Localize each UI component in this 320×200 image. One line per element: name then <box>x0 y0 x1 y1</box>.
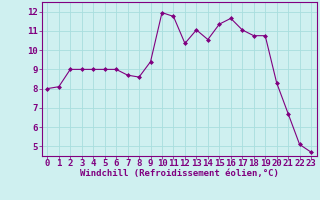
X-axis label: Windchill (Refroidissement éolien,°C): Windchill (Refroidissement éolien,°C) <box>80 169 279 178</box>
